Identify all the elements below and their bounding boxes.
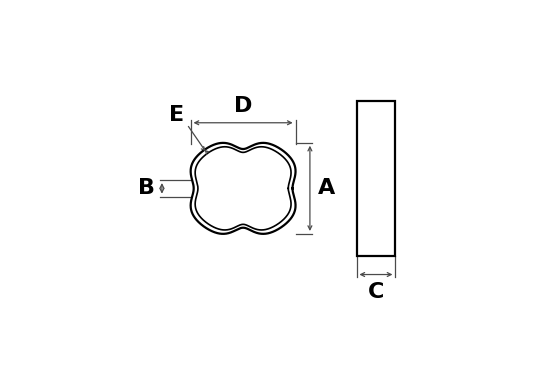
Text: A: A [318,178,335,198]
Text: B: B [138,178,155,198]
Text: C: C [368,282,384,302]
Bar [356,101,395,256]
Text: D: D [234,95,252,116]
Text: E: E [169,105,184,125]
